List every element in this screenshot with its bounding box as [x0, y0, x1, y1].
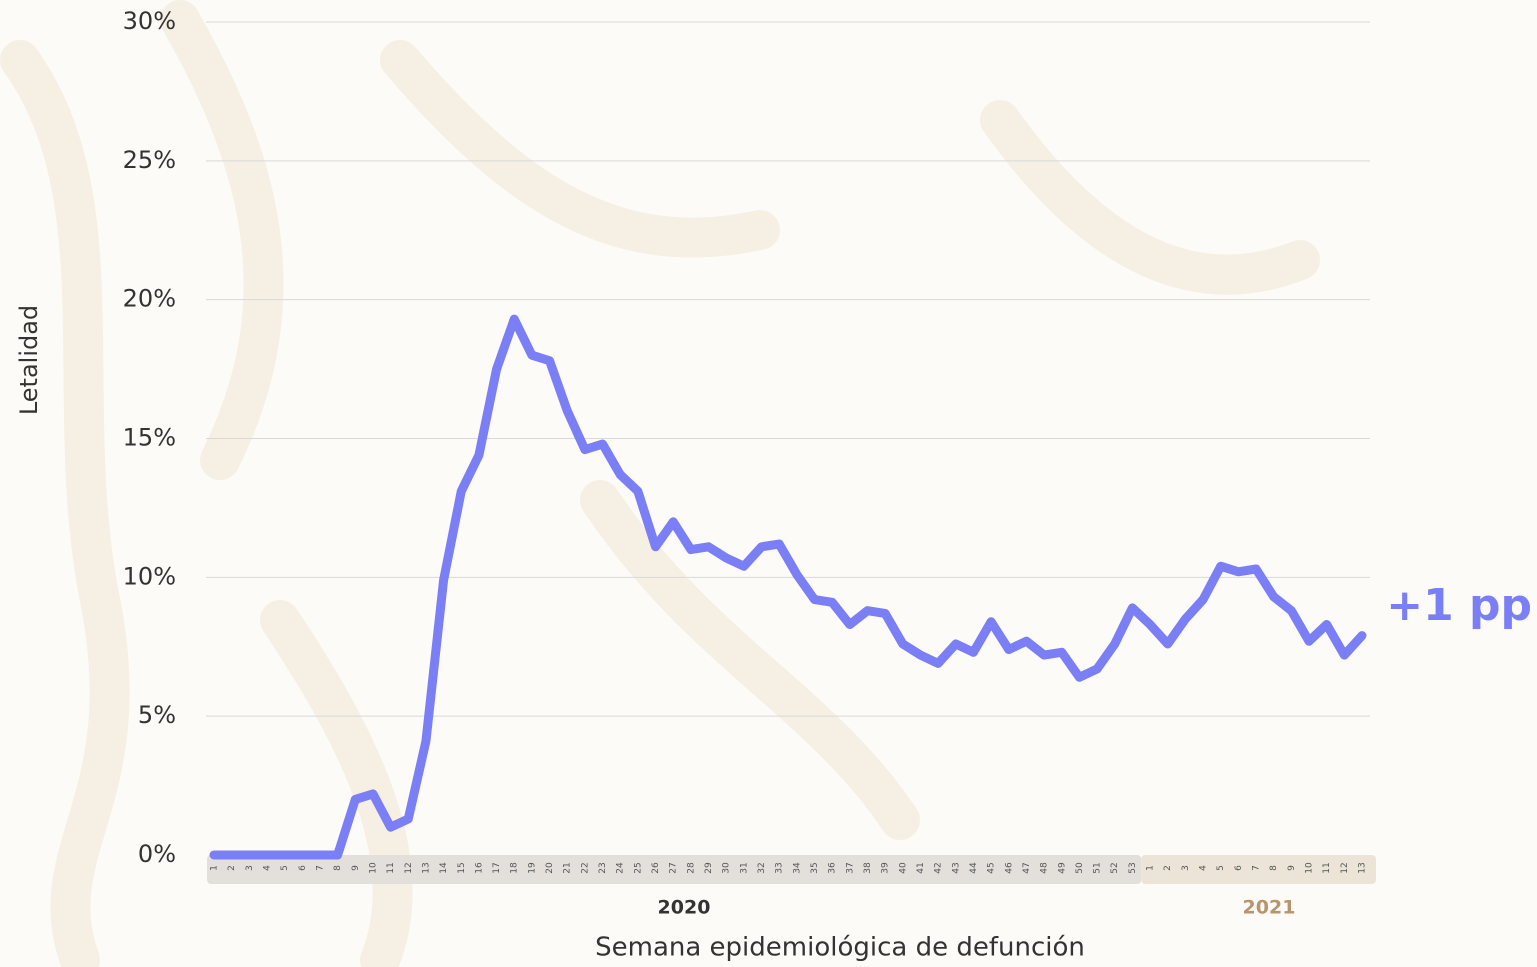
x-tick-label: 30	[722, 862, 732, 874]
x-tick-label: 31	[739, 862, 749, 873]
x-tick-label: 25	[633, 862, 643, 873]
x-tick-label: 18	[510, 862, 520, 874]
y-tick-label: 30%	[123, 7, 176, 35]
x-tick-label: 11	[386, 862, 396, 873]
x-tick-label: 11	[1322, 862, 1332, 873]
x-axis-title: Semana epidemiológica de defunción	[595, 933, 1085, 963]
x-tick-label: 13	[1358, 862, 1368, 873]
x-tick-label: 51	[1093, 862, 1103, 873]
x-tick-label: 38	[863, 862, 873, 874]
x-tick-label: 47	[1022, 862, 1032, 873]
x-tick-label: 42	[934, 862, 944, 873]
x-tick-label: 52	[1110, 862, 1120, 873]
x-tick-label: 35	[810, 862, 820, 873]
x-tick-label: 26	[651, 862, 661, 874]
x-tick-label: 5	[280, 865, 290, 871]
x-tick-label: 21	[563, 862, 573, 873]
x-tick-label: 27	[669, 862, 679, 873]
x-tick-label: 40	[898, 862, 908, 874]
x-tick-label: 6	[1234, 865, 1244, 871]
x-tick-label: 1	[1146, 865, 1156, 871]
x-tick-label: 15	[457, 862, 467, 873]
x-tick-label: 41	[916, 862, 926, 873]
y-tick-label: 15%	[123, 424, 176, 452]
x-tick-label: 3	[245, 865, 255, 871]
x-tick-label: 12	[1340, 862, 1350, 873]
x-tick-label: 43	[951, 862, 961, 873]
x-tick-label: 46	[1004, 862, 1014, 874]
y-axis-title: Letalidad	[15, 305, 43, 415]
y-tick-label: 25%	[123, 146, 176, 174]
x-tick-label: 5	[1216, 865, 1226, 871]
x-tick-label: 32	[757, 862, 767, 873]
x-tick-label: 14	[439, 862, 449, 874]
x-tick-label: 48	[1040, 862, 1050, 874]
x-tick-label: 4	[1199, 865, 1209, 871]
x-tick-label: 19	[527, 862, 537, 874]
y-tick-label: 5%	[138, 701, 176, 729]
x-tick-label: 34	[792, 862, 802, 874]
year-band	[207, 855, 1142, 884]
x-tick-label: 50	[1075, 862, 1085, 874]
x-tick-label: 10	[1305, 862, 1315, 874]
x-tick-label: 9	[351, 865, 361, 871]
x-tick-label: 23	[598, 862, 608, 873]
y-tick-label: 20%	[123, 285, 176, 313]
x-tick-label: 3	[1181, 865, 1191, 871]
x-tick-label: 16	[474, 862, 484, 874]
x-tick-label: 37	[845, 862, 855, 873]
line-series	[209, 314, 1367, 860]
annotation: +1 pp	[1386, 580, 1532, 631]
x-tick-label: 9	[1287, 865, 1297, 871]
x-tick-label: 53	[1128, 862, 1138, 873]
y-tick-label: 10%	[123, 562, 176, 590]
x-tick-label: 44	[969, 862, 979, 874]
x-tick-label: 1	[210, 865, 220, 871]
x-tick-label: 36	[828, 862, 838, 874]
x-tick-label: 29	[704, 862, 714, 874]
x-tick-label: 33	[775, 862, 785, 873]
x-tick-label: 12	[404, 862, 414, 873]
x-tick-label: 8	[333, 865, 343, 871]
year-band	[1141, 855, 1376, 884]
x-tick-label: 28	[686, 862, 696, 874]
x-tick-label: 45	[987, 862, 997, 873]
x-tick-label: 7	[1252, 865, 1262, 871]
x-tick-label: 49	[1057, 862, 1067, 874]
x-tick-label: 39	[881, 862, 891, 874]
x-tick-label: 4	[262, 865, 272, 871]
year-label: 2020	[658, 897, 711, 919]
x-tick-label: 22	[580, 862, 590, 873]
x-tick-label: 8	[1269, 865, 1279, 871]
x-tick-label: 2	[227, 865, 237, 871]
year-label: 2021	[1243, 897, 1296, 919]
x-tick-label: 17	[492, 862, 502, 873]
x-tick-label: 13	[421, 862, 431, 873]
y-tick-label: 0%	[138, 840, 176, 868]
x-tick-label: 24	[616, 862, 626, 874]
x-tick-label: 2	[1163, 865, 1173, 871]
x-tick-label: 20	[545, 862, 555, 874]
x-tick-label: 7	[315, 865, 325, 871]
x-tick-label: 6	[298, 865, 308, 871]
x-tick-label: 10	[368, 862, 378, 874]
